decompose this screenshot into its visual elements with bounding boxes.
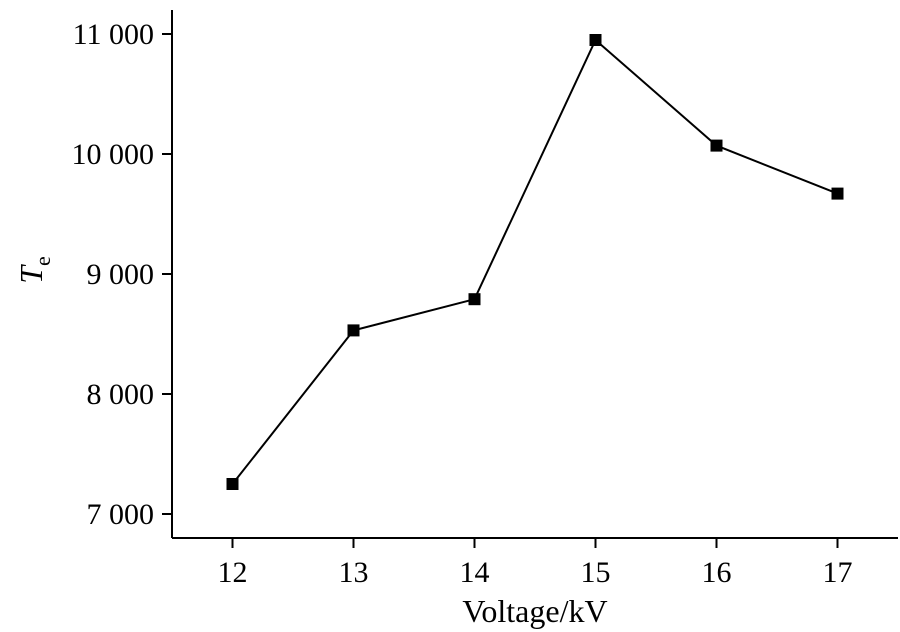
y-tick-label: 8 000 [87,378,155,411]
y-tick-label: 7 000 [87,498,155,531]
data-point-marker [226,478,239,490]
y-tick-label: 10 000 [72,138,155,171]
y-axis-title-subscript: e [30,256,55,266]
x-tick-label: 16 [702,556,732,589]
x-tick-label: 14 [460,556,490,589]
x-tick-label: 13 [339,556,369,589]
series-line [231,38,838,485]
y-axis-title: Te [13,256,55,284]
y-tick-label: 9 000 [87,258,155,291]
x-tick-label: 17 [823,556,853,589]
y-axis-title-main: T [13,264,49,284]
x-tick-label: 12 [218,556,248,589]
data-point-marker [831,187,844,200]
y-tick-label: 11 000 [73,18,154,51]
y-axis-ticks: 7 000 8 000 9 000 10 000 11 000 [72,18,172,531]
data-point-marker [468,293,481,306]
data-point-marker [347,324,360,337]
plot-area: 7 000 8 000 9 000 10 000 11 000 12 13 14 15 16 17 [72,10,898,589]
x-axis-title: Voltage/kV [462,593,607,629]
data-point-marker [710,139,723,152]
x-tick-label: 15 [581,556,611,589]
series-markers [226,34,844,490]
x-axis-ticks: 12 13 14 15 16 17 [218,538,853,589]
data-point-marker [589,34,602,46]
